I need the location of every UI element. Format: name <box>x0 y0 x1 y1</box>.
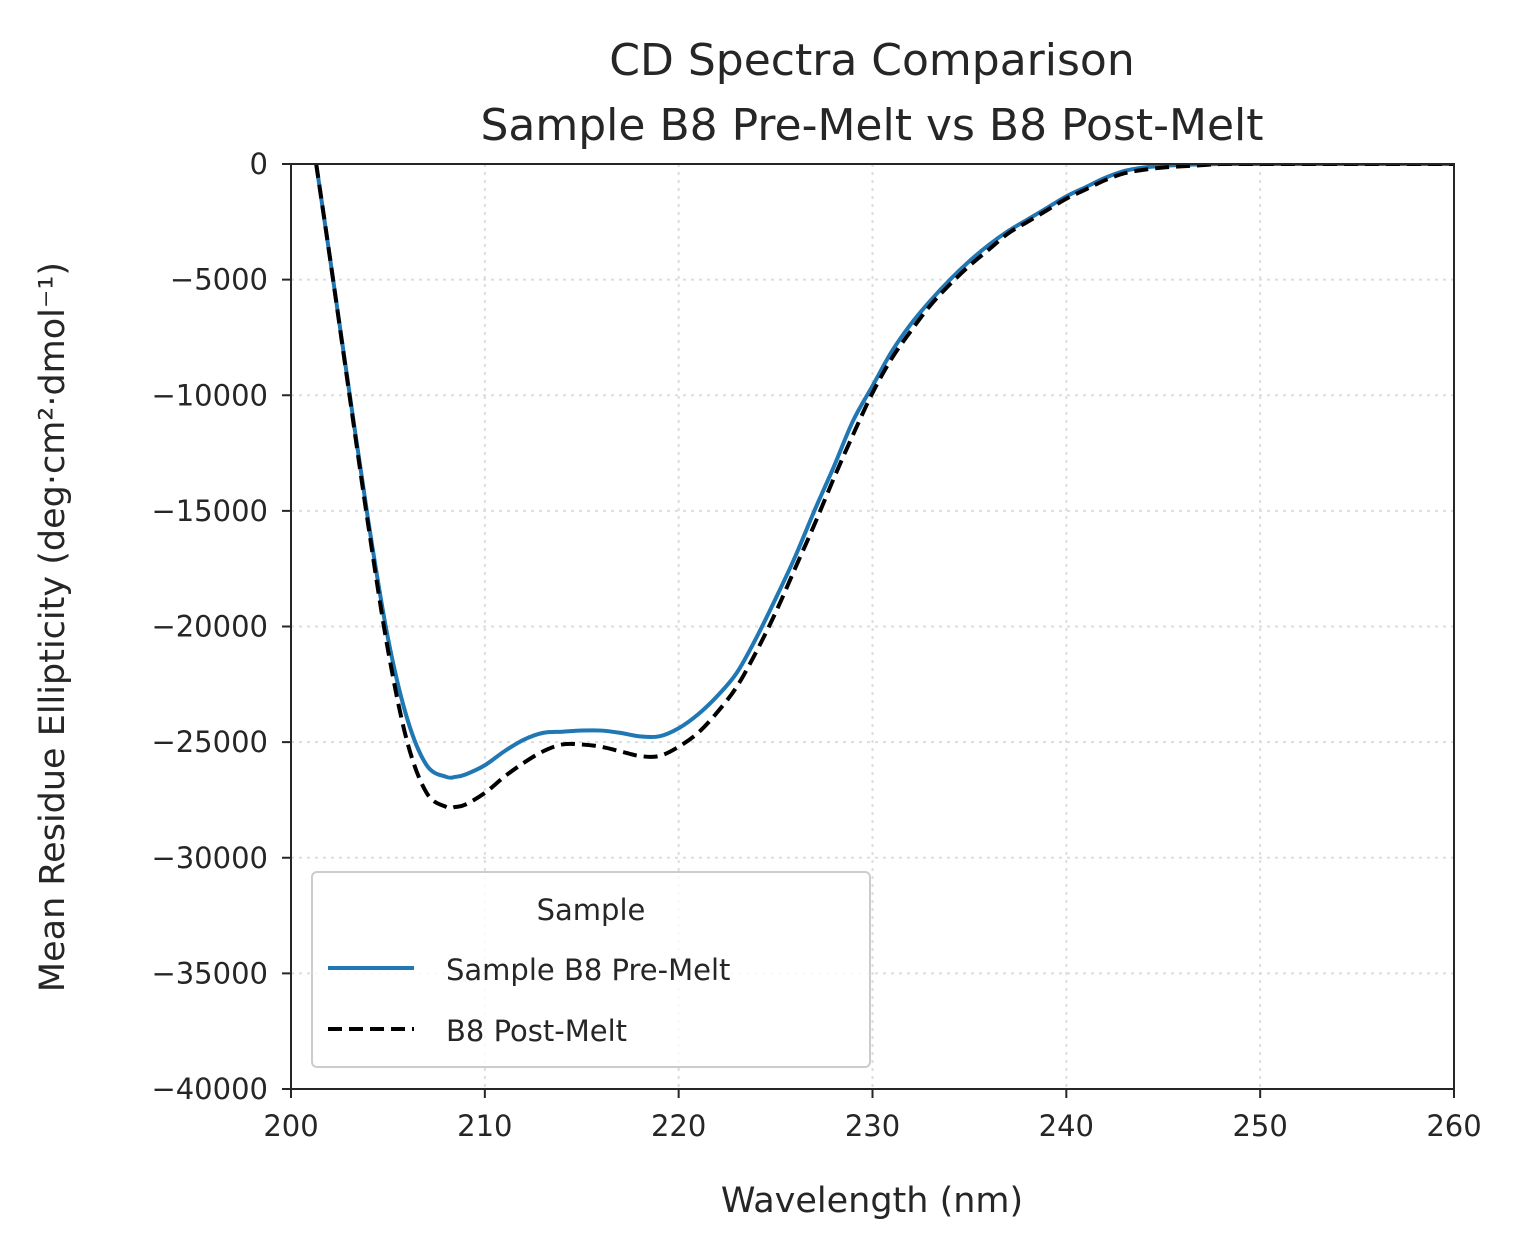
y-tick-label: −40000 <box>151 1072 268 1106</box>
y-tick-label: −10000 <box>151 378 268 412</box>
y-tick-label: −35000 <box>151 956 268 990</box>
x-tick-label: 260 <box>1426 1109 1481 1143</box>
y-axis-label: Mean Residue Ellipticity (deg·cm²·dmol⁻¹… <box>33 262 73 992</box>
x-axis-label: Wavelength (nm) <box>721 1181 1023 1221</box>
ticks: 200 210 220 230 240 250 260 0 −5000 −10000 −15000 −… <box>151 147 1481 1143</box>
series-layer <box>314 164 1454 810</box>
x-tick-label: 230 <box>845 1109 900 1143</box>
x-tick-label: 240 <box>1039 1109 1094 1143</box>
y-tick-label: −5000 <box>170 263 268 297</box>
y-tick-label: −15000 <box>151 494 268 528</box>
legend-label-post-melt: B8 Post-Melt <box>446 1014 627 1048</box>
series-line-post-melt <box>314 164 1454 810</box>
chart-title-line1: CD Spectra Comparison <box>609 35 1134 86</box>
x-tick-label: 200 <box>263 1109 318 1143</box>
chart-title-line2: Sample B8 Pre-Melt vs B8 Post-Melt <box>480 100 1263 151</box>
legend-label-pre-melt: Sample B8 Pre-Melt <box>446 953 730 987</box>
legend-box <box>311 871 871 1068</box>
x-tick-label: 250 <box>1232 1109 1287 1143</box>
legend: Sample Sample B8 Pre-Melt B8 Post-Melt <box>311 871 871 1068</box>
y-tick-label: 0 <box>250 147 268 181</box>
legend-title: Sample <box>537 893 646 927</box>
y-tick-label: −30000 <box>151 841 268 875</box>
x-tick-label: 220 <box>651 1109 706 1143</box>
y-tick-label: −25000 <box>151 725 268 759</box>
series-line-pre-melt <box>314 164 1454 780</box>
y-tick-label: −20000 <box>151 610 268 644</box>
x-tick-label: 210 <box>457 1109 512 1143</box>
